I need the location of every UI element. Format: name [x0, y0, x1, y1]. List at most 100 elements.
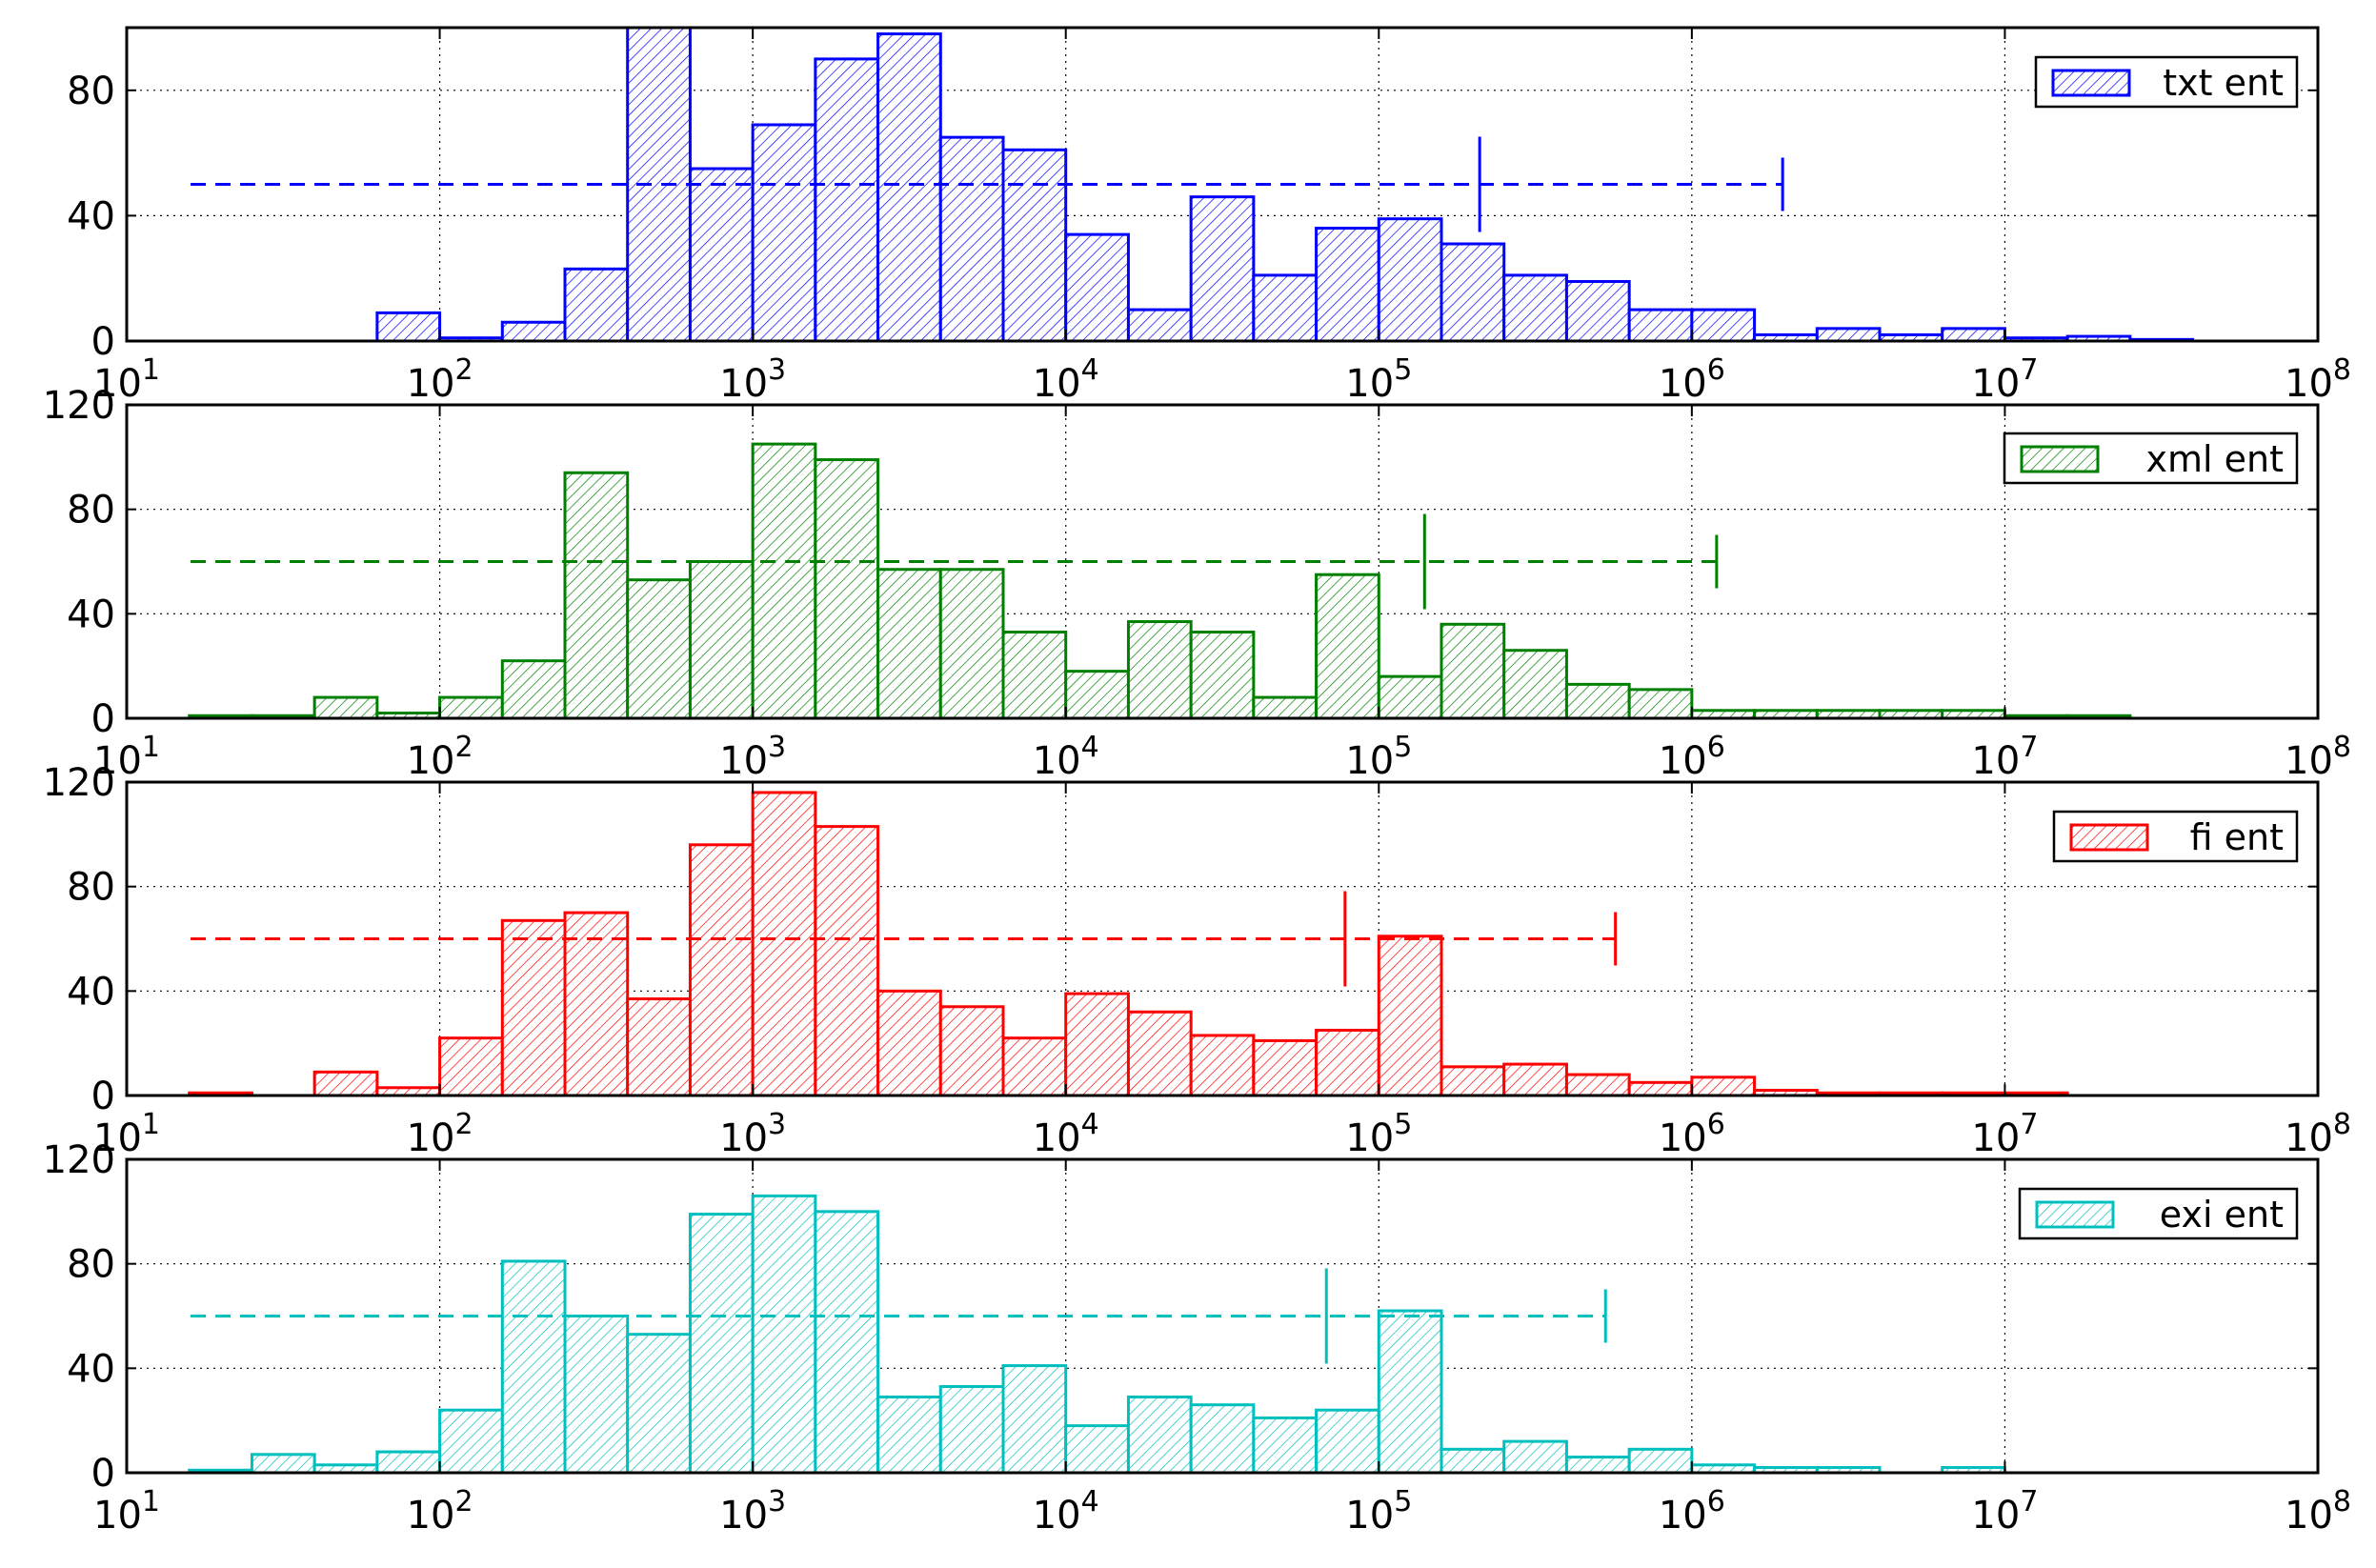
y-tick-label: 0: [91, 697, 115, 741]
histogram-bar: [375, 1450, 442, 1475]
histogram-bar: [814, 1210, 880, 1475]
histogram-bar: [1627, 1080, 1694, 1097]
x-tick-label: 106: [1659, 1108, 1725, 1160]
histogram-bar: [938, 1385, 1005, 1475]
x-tick-label: 106: [1659, 353, 1725, 406]
x-tick-label: 103: [719, 1485, 786, 1538]
histogram-bar: [1064, 1424, 1130, 1475]
histogram-bar: [1440, 1065, 1506, 1097]
histogram-bar: [438, 1408, 504, 1475]
histogram-bar: [1126, 1395, 1193, 1475]
x-tick-label: 106: [1659, 1485, 1725, 1538]
legend-swatch: [2020, 445, 2100, 473]
histogram-bar: [1315, 1408, 1380, 1475]
histogram-bar: [500, 918, 567, 1097]
x-tick-label: 103: [719, 353, 786, 406]
x-tick-label: 108: [2285, 353, 2351, 406]
x-tick-label: 108: [2285, 1108, 2351, 1160]
histogram-bar: [1377, 217, 1443, 343]
x-tick-label: 101: [93, 731, 160, 783]
x-tick-label: 107: [1971, 1108, 2038, 1160]
histogram-bar: [1690, 1075, 1757, 1097]
x-tick-label: 107: [1971, 731, 2038, 783]
histogram-bar: [876, 1395, 942, 1475]
histogram-bar: [688, 560, 755, 720]
histogram-bar: [1627, 308, 1694, 343]
y-tick-label: 40: [67, 1347, 115, 1391]
histogram-bar: [1502, 273, 1568, 343]
histogram-bar: [751, 442, 817, 720]
histogram-bar: [1126, 308, 1193, 343]
histogram-bar: [938, 1005, 1005, 1097]
histogram-bar: [1189, 631, 1256, 720]
y-tick-label: 0: [91, 1452, 115, 1496]
histogram-panel-3: 0 40 80 120 101 102 103 104 105 106 107 108 fi ent: [43, 761, 2351, 1160]
legend-label: xml ent: [2145, 438, 2284, 480]
histogram-bar: [1815, 327, 1882, 343]
y-tick-label: 80: [67, 866, 115, 910]
x-tick-label: 105: [1345, 1108, 1412, 1160]
histogram-bar: [563, 471, 630, 720]
histogram-bar: [1064, 670, 1130, 720]
x-tick-label: 107: [1971, 1485, 2038, 1538]
histogram-bar: [938, 568, 1005, 720]
legend-swatch: [2051, 69, 2131, 97]
x-tick-label: 101: [93, 1108, 160, 1160]
histogram-bar: [500, 659, 567, 720]
histogram-bar: [1564, 279, 1631, 343]
x-tick-label: 108: [2285, 731, 2351, 783]
axes-frame: [125, 780, 2320, 1097]
histogram-bar: [1627, 1447, 1694, 1475]
histogram-bar: [1315, 1028, 1380, 1097]
histogram-bar: [626, 1333, 692, 1475]
histogram-bar: [1252, 695, 1319, 720]
histogram-panel-2: 0 40 80 120 101 102 103 104 105 106 107 108 xml ent: [43, 384, 2351, 783]
histogram-bar: [563, 267, 630, 343]
x-tick-label: 101: [93, 1485, 160, 1538]
x-tick-label: 105: [1345, 1485, 1412, 1538]
histogram-bar: [1252, 1038, 1319, 1097]
histogram-bar: [1377, 674, 1443, 720]
x-tick-label: 102: [407, 353, 473, 406]
x-tick-label: 102: [407, 731, 473, 783]
histogram-bar: [626, 578, 692, 720]
histogram-bar: [751, 791, 817, 1097]
y-tick-label: 120: [43, 384, 115, 428]
histogram-bar: [1252, 1416, 1319, 1475]
x-tick-label: 105: [1345, 731, 1412, 783]
y-tick-label: 40: [67, 970, 115, 1014]
histogram-bar: [1001, 148, 1068, 343]
axes-frame: [125, 403, 2320, 720]
histogram-bar: [938, 135, 1005, 343]
histogram-bar: [1315, 227, 1380, 343]
x-tick-label: 102: [407, 1108, 473, 1160]
legend-label: txt ent: [2163, 62, 2284, 104]
y-tick-label: 40: [67, 194, 115, 238]
histogram-bar: [1502, 1439, 1568, 1475]
x-tick-label: 108: [2285, 1485, 2351, 1538]
histogram-bar: [1564, 682, 1631, 720]
x-tick-label: 104: [1033, 353, 1099, 406]
legend-label: fi ent: [2190, 816, 2284, 858]
histogram-bar: [1440, 242, 1506, 343]
x-tick-label: 104: [1033, 1108, 1099, 1160]
histogram-bar: [1502, 649, 1568, 720]
x-tick-label: 104: [1033, 1485, 1099, 1538]
histogram-bar: [1189, 1034, 1256, 1097]
histogram-bar: [563, 1315, 630, 1475]
axes-frame: [125, 1157, 2320, 1475]
histogram-bar: [1564, 1456, 1631, 1475]
x-tick-label: 107: [1971, 353, 2038, 406]
y-tick-label: 0: [91, 320, 115, 364]
histogram-bar: [1252, 273, 1319, 343]
x-tick-label: 103: [719, 1108, 786, 1160]
histogram-bar: [1126, 1010, 1193, 1097]
y-tick-label: 80: [67, 70, 115, 113]
legend-label: exi ent: [2160, 1194, 2284, 1236]
legend: fi ent: [2052, 810, 2299, 863]
legend-swatch: [2069, 823, 2149, 852]
y-tick-label: 40: [67, 593, 115, 636]
histogram-panel-1: 0 40 80 101 102 103 104 105 106 107 108 txt ent: [67, 26, 2351, 406]
x-tick-label: 105: [1345, 353, 1412, 406]
